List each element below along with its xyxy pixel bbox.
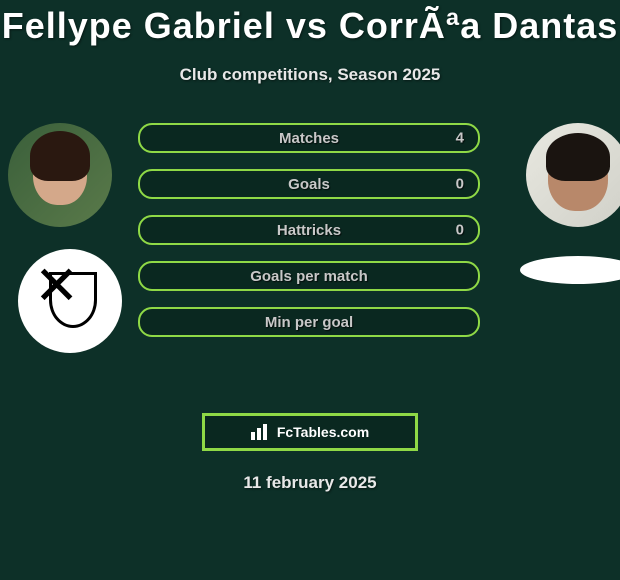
stat-row-goals: Goals 0 (138, 169, 480, 199)
stat-label: Goals per match (250, 268, 368, 285)
stat-value: 0 (456, 176, 464, 193)
club-badge-right (520, 256, 620, 284)
stat-label: Matches (279, 130, 339, 147)
stat-row-gpm: Goals per match (138, 261, 480, 291)
stat-label: Goals (288, 176, 330, 193)
player-avatar-left (8, 123, 112, 227)
main-area: Matches 4 Goals 0 Hattricks 0 Goals per … (0, 123, 620, 403)
stat-row-hattricks: Hattricks 0 (138, 215, 480, 245)
chart-icon (251, 424, 271, 440)
stat-label: Min per goal (265, 314, 353, 331)
player-avatar-right (526, 123, 620, 227)
stat-row-matches: Matches 4 (138, 123, 480, 153)
subtitle: Club competitions, Season 2025 (0, 65, 620, 85)
stat-row-mpg: Min per goal (138, 307, 480, 337)
club-badge-left (18, 249, 122, 353)
stat-value: 0 (456, 222, 464, 239)
brand-text: FcTables.com (277, 424, 369, 440)
date-label: 11 february 2025 (0, 473, 620, 493)
stat-label: Hattricks (277, 222, 341, 239)
comparison-widget: Fellype Gabriel vs CorrÃªa Dantas Club c… (0, 0, 620, 493)
stat-value: 4 (456, 130, 464, 147)
branding-badge: FcTables.com (202, 413, 418, 451)
page-title: Fellype Gabriel vs CorrÃªa Dantas (0, 5, 620, 47)
stats-panel: Matches 4 Goals 0 Hattricks 0 Goals per … (138, 123, 480, 353)
